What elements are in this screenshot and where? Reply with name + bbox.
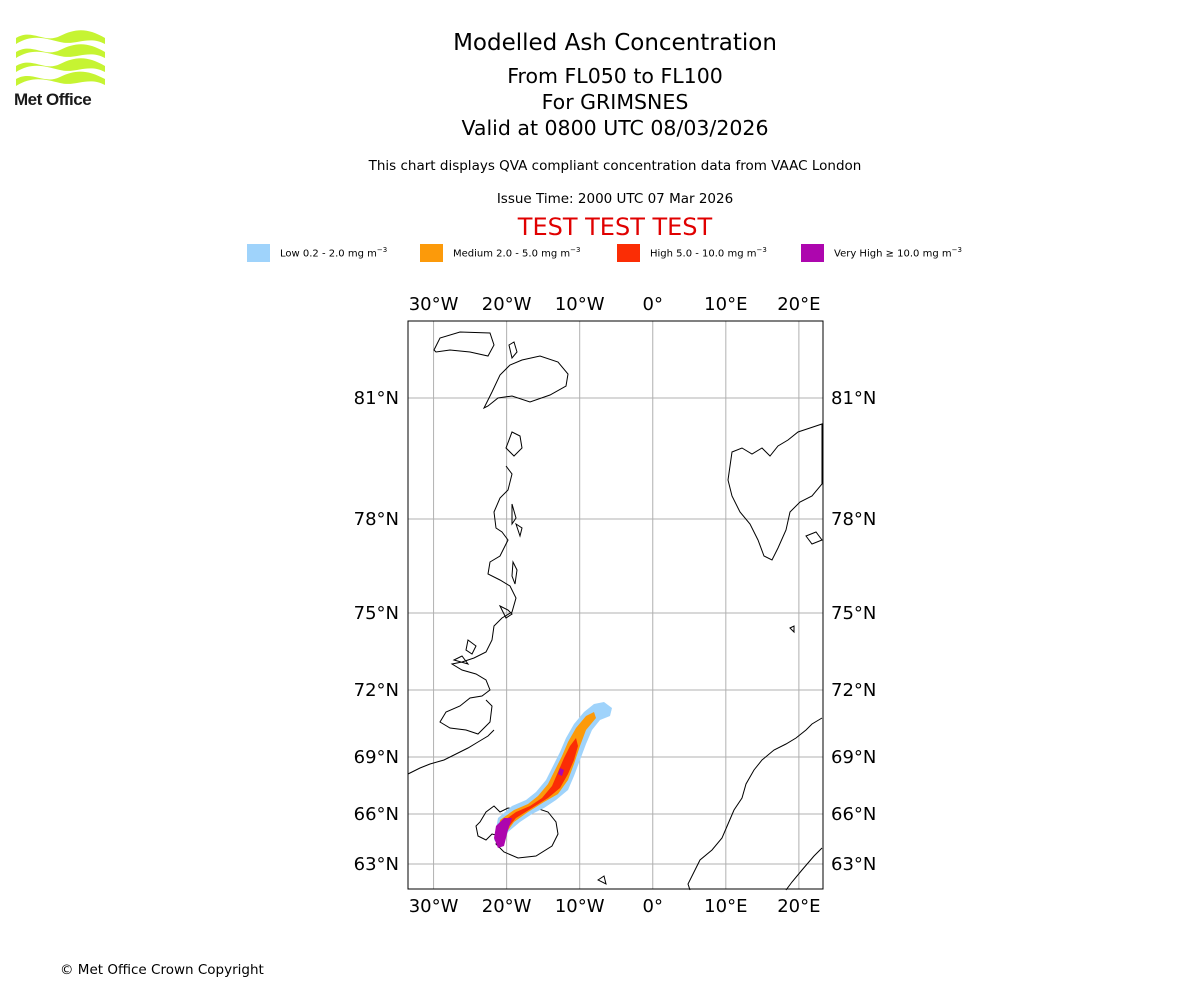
legend-swatch-low — [247, 244, 270, 262]
met-office-logo-text: Met Office — [14, 90, 92, 109]
coastlines — [407, 331, 823, 891]
lon-tick-label-top: 10°E — [704, 294, 747, 315]
legend-swatch-very-high — [801, 244, 824, 262]
lon-tick-label-bottom: 20°W — [482, 896, 532, 917]
ash-plume-medium — [498, 712, 596, 838]
greenland-coast-north — [433, 331, 495, 357]
legend-swatch-medium — [420, 244, 443, 262]
lon-tick-label-top: 10°W — [555, 294, 605, 315]
flight-level-range: From FL050 to FL100 — [507, 64, 723, 88]
lon-tick-label-top: 20°W — [482, 294, 532, 315]
lon-tick-label-top: 30°W — [409, 294, 459, 315]
iceland-coast — [475, 805, 559, 859]
lon-tick-label-bottom: 10°W — [555, 896, 605, 917]
ash-plume-very-high — [494, 768, 564, 848]
lon-tick-label-bottom: 30°W — [409, 896, 459, 917]
lat-tick-label-right: 78°N — [831, 509, 876, 530]
copyright-notice: © Met Office Crown Copyright — [60, 962, 264, 978]
volcano-name: For GRIMSNES — [541, 90, 689, 114]
norway-coast — [597, 717, 823, 891]
lat-tick-label-left: 78°N — [354, 509, 399, 530]
lat-tick-label-right: 66°N — [831, 804, 876, 825]
lat-tick-label-left: 72°N — [354, 680, 399, 701]
met-office-logo: Met Office — [14, 30, 106, 112]
lon-tick-label-top: 0° — [643, 294, 663, 315]
legend-swatch-high — [617, 244, 640, 262]
lat-tick-label-left: 69°N — [354, 747, 399, 768]
ash-plume — [494, 702, 612, 848]
test-banner: TEST TEST TEST — [517, 213, 713, 241]
issue-time: Issue Time: 2000 UTC 07 Mar 2026 — [496, 191, 734, 207]
lon-tick-label-top: 20°E — [777, 294, 820, 315]
lat-tick-label-left: 63°N — [354, 854, 399, 875]
met-office-waves-icon — [16, 30, 105, 86]
lat-tick-label-left: 66°N — [354, 804, 399, 825]
lat-tick-label-left: 81°N — [354, 388, 399, 409]
legend-label-very-high: Very High ≥ 10.0 mg m−3 — [834, 246, 962, 260]
chart-title: Modelled Ash Concentration — [453, 30, 777, 56]
graticule — [408, 321, 823, 889]
lat-tick-label-left: 75°N — [354, 603, 399, 624]
map-frame — [407, 320, 824, 890]
legend-label-medium: Medium 2.0 - 5.0 mg m−3 — [453, 246, 581, 260]
lat-tick-label-right: 72°N — [831, 680, 876, 701]
greenland-coast-east — [407, 341, 569, 775]
lat-tick-label-right: 81°N — [831, 388, 876, 409]
lat-tick-label-right: 75°N — [831, 603, 876, 624]
lon-tick-label-bottom: 10°E — [704, 896, 747, 917]
axis-tick-labels: 30°W 30°W 20°W 20°W 10°W 10°W 0° 0° 10°E 10°E 20°E… — [354, 294, 877, 917]
lat-tick-label-right: 69°N — [831, 747, 876, 768]
svalbard-coast — [727, 423, 823, 634]
chart-description: This chart displays QVA compliant concen… — [368, 158, 862, 174]
lon-tick-label-bottom: 20°E — [777, 896, 820, 917]
lat-tick-label-right: 63°N — [831, 854, 876, 875]
lon-tick-label-bottom: 0° — [643, 896, 663, 917]
legend-label-low: Low 0.2 - 2.0 mg m−3 — [280, 246, 388, 260]
valid-time: Valid at 0800 UTC 08/03/2026 — [461, 116, 769, 140]
legend-label-high: High 5.0 - 10.0 mg m−3 — [650, 246, 767, 260]
